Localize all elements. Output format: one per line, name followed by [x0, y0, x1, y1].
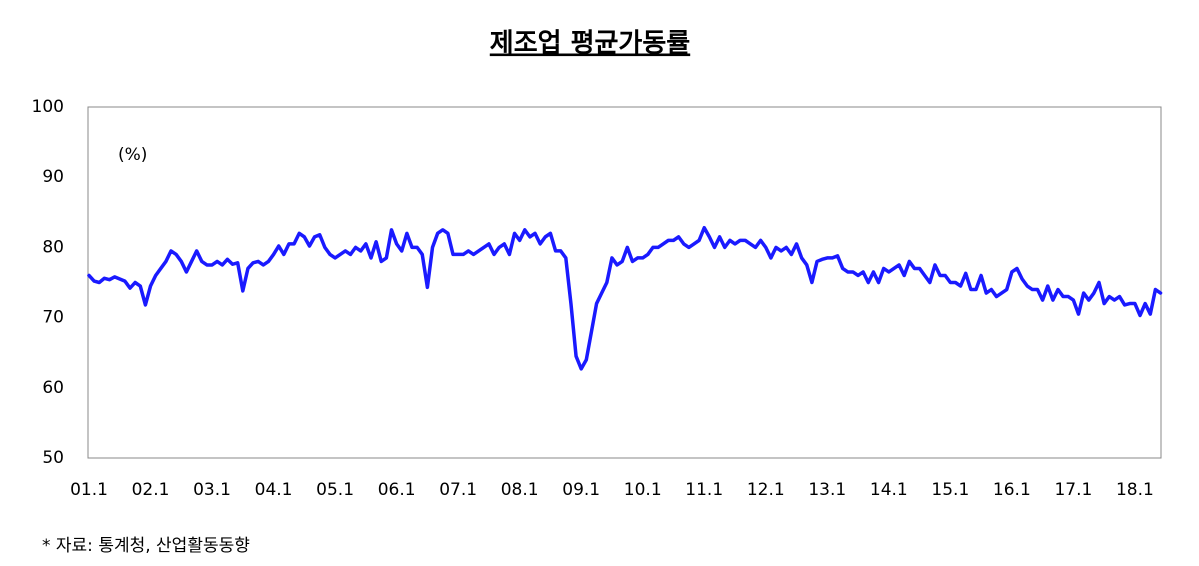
- y-tick-label: 50: [42, 448, 64, 468]
- source-note: * 자료: 통계청, 산업활동동향: [42, 536, 250, 556]
- x-tick-label: 04.1: [255, 480, 293, 500]
- chart-title: 제조업 평균가동률: [490, 29, 690, 59]
- y-tick-label: 90: [42, 167, 64, 187]
- line-series: [87, 225, 1163, 371]
- x-tick-label: 08.1: [501, 480, 539, 500]
- x-tick-label: 06.1: [378, 480, 416, 500]
- x-tick-label: 14.1: [870, 480, 908, 500]
- y-tick-label: 100: [32, 97, 64, 117]
- x-tick-label: 12.1: [747, 480, 785, 500]
- x-tick-label: 02.1: [132, 480, 170, 500]
- unit-label: (%): [118, 145, 147, 165]
- y-tick-label: 80: [42, 237, 64, 257]
- x-tick-label: 17.1: [1054, 480, 1092, 500]
- x-tick-label: 15.1: [931, 480, 969, 500]
- y-tick-label: 60: [42, 378, 64, 398]
- plot-frame: [87, 106, 1162, 459]
- x-tick-label: 10.1: [624, 480, 662, 500]
- x-tick-label: 03.1: [193, 480, 231, 500]
- x-tick-label: 01.1: [70, 480, 108, 500]
- x-tick-label: 11.1: [685, 480, 723, 500]
- x-tick-label: 05.1: [316, 480, 354, 500]
- x-tick-label: 13.1: [808, 480, 846, 500]
- x-tick-label: 18.1: [1116, 480, 1154, 500]
- x-tick-label: 16.1: [993, 480, 1031, 500]
- x-tick-label: 07.1: [439, 480, 477, 500]
- y-tick-label: 70: [42, 308, 64, 328]
- x-tick-label: 09.1: [562, 480, 600, 500]
